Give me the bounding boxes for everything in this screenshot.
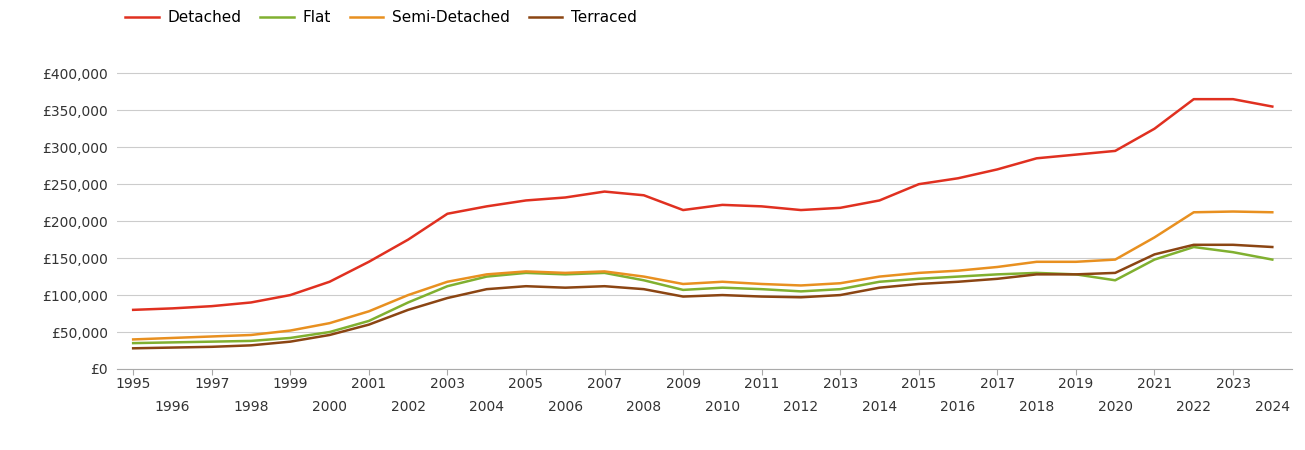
Text: 2022: 2022 [1176, 400, 1211, 414]
Text: 2016: 2016 [941, 400, 976, 414]
Text: 2008: 2008 [626, 400, 662, 414]
Text: 2018: 2018 [1019, 400, 1054, 414]
Text: 2020: 2020 [1098, 400, 1133, 414]
Text: 2012: 2012 [783, 400, 818, 414]
Text: 2024: 2024 [1255, 400, 1289, 414]
Text: 1996: 1996 [155, 400, 191, 414]
Text: 2006: 2006 [548, 400, 583, 414]
Text: 2002: 2002 [390, 400, 425, 414]
Legend: Detached, Flat, Semi-Detached, Terraced: Detached, Flat, Semi-Detached, Terraced [125, 10, 637, 25]
Text: 2014: 2014 [861, 400, 897, 414]
Text: 2004: 2004 [470, 400, 504, 414]
Text: 2010: 2010 [705, 400, 740, 414]
Text: 2000: 2000 [312, 400, 347, 414]
Text: 1998: 1998 [234, 400, 269, 414]
